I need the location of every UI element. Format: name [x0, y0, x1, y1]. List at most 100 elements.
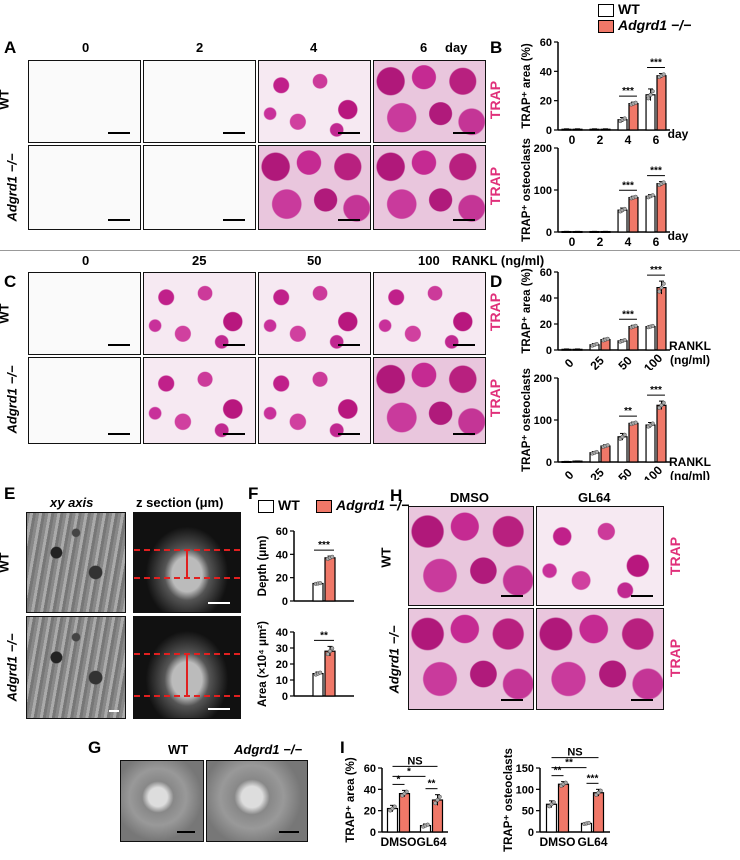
e-row-wt: WT: [0, 552, 12, 573]
x-tick-label: GL64: [577, 835, 607, 849]
bar: [312, 672, 324, 697]
f-legend-wt-swatch: [258, 500, 274, 513]
data-point: [646, 96, 651, 101]
c-ko-50: [258, 357, 371, 444]
bar: [324, 650, 336, 697]
c-ko-25: [143, 357, 256, 444]
y-tick-label: 0: [546, 457, 552, 469]
a-row-ko: Adgrd1 −/−: [4, 153, 20, 222]
data-point: [659, 403, 664, 408]
data-point: [392, 804, 397, 809]
y-axis-label: TRAP⁺ osteoclasts: [521, 368, 533, 472]
y-tick-label: 0: [528, 827, 534, 839]
e-ko-xy: [26, 616, 126, 719]
x-tick-label: 50: [615, 465, 635, 480]
data-point: [657, 289, 662, 294]
sig-label: ***: [622, 86, 634, 97]
panel-a-label: A: [4, 38, 17, 57]
x-tick-label: DMSO: [540, 835, 576, 849]
data-point: [605, 336, 610, 341]
x-tick-label: 6: [653, 133, 660, 147]
bar: [645, 325, 656, 351]
data-point: [650, 193, 655, 198]
bar: [656, 287, 667, 351]
y-tick-label: 60: [540, 267, 552, 279]
panel-c-col-2: 50: [307, 253, 322, 268]
a-wt-d6: [373, 60, 486, 143]
c-wt-100: [373, 272, 486, 355]
h-wt-gl64: [536, 506, 664, 606]
data-point: [650, 323, 655, 329]
h-trap-ko: TRAP: [667, 638, 684, 678]
bar: [398, 792, 411, 833]
bar: [617, 209, 628, 233]
bar: [628, 325, 639, 351]
y-axis-label: TRAP⁺ area (%): [521, 268, 533, 353]
y-tick-label: 60: [276, 526, 288, 538]
data-point: [563, 780, 568, 785]
c-ko-100: [373, 357, 486, 444]
panel-g-col-0: WT: [168, 742, 189, 757]
sig-label: ***: [622, 180, 634, 191]
bar: [645, 195, 656, 233]
data-point: [330, 554, 335, 559]
data-point: [633, 194, 638, 199]
panel-e-col1: xy axis: [50, 495, 94, 510]
x-unit-label: day: [668, 229, 689, 243]
y-axis-label: TRAP⁺ osteoclasts: [521, 138, 533, 242]
y-tick-label: 100: [534, 185, 552, 197]
y-axis-label: TRAP⁺ area (%): [345, 757, 357, 842]
data-point: [435, 797, 440, 803]
panel-c-col-0: 0: [82, 253, 90, 268]
panel-d-label: D: [490, 272, 503, 291]
chart-f-area: 0 10 20 30 40 Area (×10⁴ μm²) **: [257, 621, 354, 707]
sig-label: ***: [650, 385, 662, 396]
data-point: [650, 89, 655, 94]
a-wt-d2: [143, 60, 256, 143]
sig-label: ***: [650, 166, 662, 177]
y-axis-label: Depth (μm): [257, 535, 269, 596]
y-axis-label: TRAP⁺ area (%): [521, 43, 533, 128]
panel-h-col-0: DMSO: [450, 490, 489, 505]
x-tick-label: 2: [597, 235, 604, 249]
a-wt-d4: [258, 60, 371, 143]
legend-wt-swatch: [598, 4, 614, 17]
y-tick-label: 0: [546, 227, 552, 239]
data-point: [605, 443, 610, 448]
bar: [545, 803, 558, 833]
y-tick-label: 10: [276, 675, 288, 687]
data-point: [594, 341, 599, 347]
y-tick-label: 0: [546, 125, 552, 137]
h-trap-wt: TRAP: [667, 536, 684, 576]
h-row-wt: WT: [378, 547, 394, 568]
y-tick-label: 40: [364, 784, 376, 796]
x-tick-label: GL64: [416, 835, 446, 849]
bar: [656, 183, 667, 233]
y-axis-label: Area (×10⁴ μm²): [257, 621, 269, 707]
panel-h-label: H: [390, 486, 403, 505]
panel-a-col-3: 6: [420, 40, 428, 55]
a-row-wt: WT: [0, 89, 12, 110]
sig-label: **: [565, 758, 573, 769]
panel-g-col-1: Adgrd1 −/−: [234, 742, 302, 757]
data-point: [622, 338, 627, 343]
y-tick-label: 0: [546, 345, 552, 357]
sig-label: **: [624, 406, 632, 417]
data-point: [633, 323, 638, 328]
data-point: [425, 822, 430, 827]
a-wt-d0: [28, 60, 141, 143]
bar: [324, 557, 336, 602]
y-tick-label: 20: [540, 96, 552, 108]
data-point: [598, 788, 603, 793]
data-point: [661, 400, 666, 405]
f-legend-ko-swatch: [316, 500, 332, 513]
panel-e-label: E: [4, 484, 16, 503]
h-ko-dmso: [408, 608, 534, 710]
e-row-ko: Adgrd1 −/−: [4, 633, 20, 702]
sig-label: **: [554, 766, 562, 777]
data-point: [437, 794, 442, 799]
panel-a-col-2: 4: [310, 40, 318, 55]
bar: [592, 792, 605, 833]
